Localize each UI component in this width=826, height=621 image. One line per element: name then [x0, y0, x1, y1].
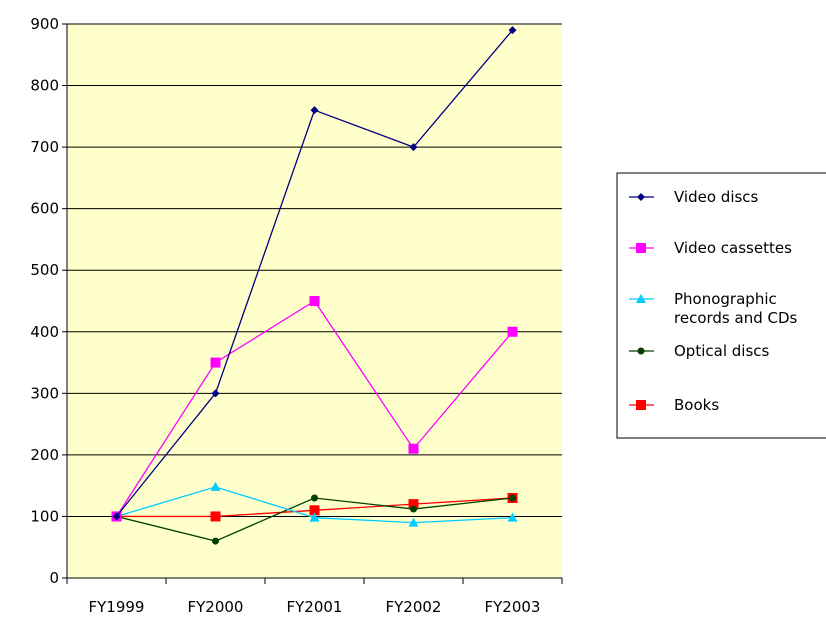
x-tick-label: FY2003	[485, 598, 541, 616]
legend-item: Video discs	[629, 188, 759, 206]
legend-label: Video cassettes	[674, 239, 792, 257]
legend-marker	[636, 243, 646, 253]
y-tick-label: 200	[30, 446, 59, 464]
y-tick-label: 100	[30, 507, 59, 525]
y-tick-label: 500	[30, 261, 59, 279]
y-tick-label: 400	[30, 323, 59, 341]
y-tick-label: 900	[30, 15, 59, 33]
legend-box	[616, 172, 826, 439]
data-point	[309, 512, 320, 522]
data-point	[210, 481, 221, 491]
legend-marker	[636, 294, 646, 303]
y-tick-label: 300	[30, 384, 59, 402]
legend-label: records and CDs	[674, 309, 798, 327]
x-tick-label: FY2000	[188, 598, 244, 616]
data-point	[409, 143, 418, 152]
data-point	[309, 505, 320, 516]
x-tick-label: FY2002	[386, 598, 442, 616]
data-point	[408, 517, 419, 527]
data-point	[210, 357, 221, 368]
y-tick-label: 700	[30, 138, 59, 156]
data-point	[112, 512, 121, 521]
data-point	[507, 512, 518, 522]
data-point	[408, 443, 419, 454]
y-tick-label: 0	[49, 569, 59, 587]
legend-label: Books	[674, 396, 719, 414]
data-point	[507, 326, 518, 337]
y-tick-label: 600	[30, 200, 59, 218]
legend-label: Optical discs	[674, 342, 770, 360]
y-tick-label: 800	[30, 77, 59, 95]
legend-item: Books	[629, 396, 719, 414]
data-point	[212, 537, 219, 545]
data-point	[309, 296, 320, 306]
data-point	[509, 494, 516, 502]
data-point	[310, 106, 319, 115]
legend-label: Phonographic	[674, 290, 777, 308]
data-point	[211, 389, 220, 398]
legend-marker	[637, 347, 645, 355]
data-point	[508, 26, 517, 35]
legend-item: Video cassettes	[629, 239, 792, 257]
series-phonographic-records-and-cds	[111, 481, 518, 527]
legend-label: Video discs	[674, 188, 759, 206]
legend-marker	[636, 400, 646, 410]
x-tick-label: FY2001	[287, 598, 343, 616]
legend: Video discs Video cassettes Phonographicre…	[616, 172, 826, 439]
legend-marker	[637, 193, 645, 201]
data-point	[410, 505, 417, 513]
data-point	[210, 511, 221, 522]
series-video-discs	[112, 26, 517, 521]
data-point	[311, 494, 318, 502]
series-optical-discs	[113, 494, 516, 545]
legend-item: Optical discs	[629, 342, 770, 360]
x-tick-label: FY1999	[89, 598, 145, 616]
data-point	[408, 499, 419, 510]
